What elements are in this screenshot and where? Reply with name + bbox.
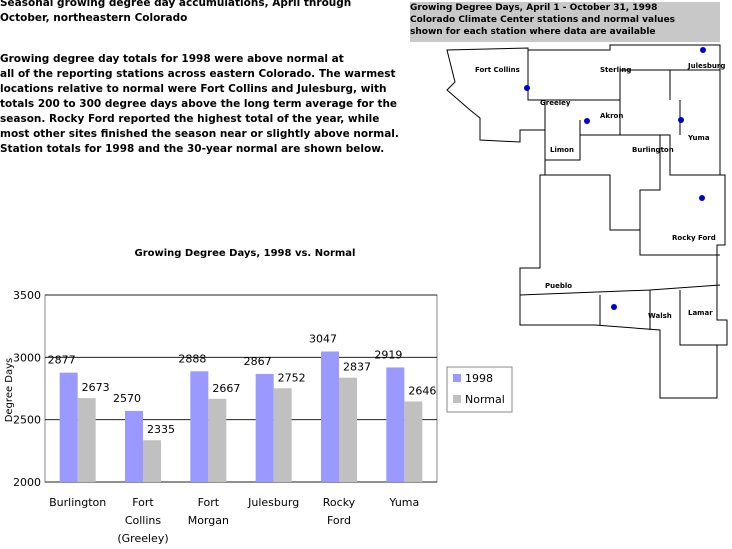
map-label: Julesburg	[687, 62, 725, 70]
y-tick-label: 3000	[13, 351, 41, 364]
x-tick-label: Rocky Ford	[323, 496, 356, 527]
map-label: Akron	[600, 112, 623, 120]
text-line: Station totals for 1998 and the 30-year …	[0, 143, 385, 155]
text-line: locations relative to normal were Fort C…	[0, 83, 387, 95]
y-tick-label: 2000	[13, 476, 41, 489]
y-tick-label: 2500	[13, 414, 41, 427]
x-tick-label: Fort Morgan	[188, 496, 229, 527]
value-label: 3047	[309, 332, 337, 345]
plot-area	[44, 294, 438, 483]
y-tick-label: 3500	[13, 289, 41, 302]
map-label: Burlington	[632, 146, 674, 154]
text-line: Seasonal growing degree day accumulation…	[0, 0, 352, 9]
map-label: Limon	[550, 146, 574, 154]
value-label: 2570	[113, 392, 141, 405]
value-label: 2335	[147, 423, 175, 436]
bar	[143, 440, 161, 482]
bar	[125, 410, 143, 482]
text-line: Growing Degree Days, April 1 - October 3…	[410, 3, 658, 13]
text-line: all of the reporting stations across eas…	[0, 68, 396, 80]
value-label: 2667	[212, 382, 240, 395]
map-header: Growing Degree Days, April 1 - October 3…	[410, 2, 720, 42]
bar	[386, 367, 405, 482]
bar	[404, 401, 423, 482]
text-line: shown for each station where data are av…	[410, 27, 656, 37]
map-label: Fort Collins	[475, 66, 520, 74]
map-label: Walsh	[648, 312, 672, 320]
legend-swatch	[453, 395, 461, 403]
map-label: Sterling	[600, 66, 631, 74]
value-label: 2919	[374, 348, 402, 361]
x-tick-label: Burlington	[49, 496, 106, 509]
chart-title: Growing Degree Days, 1998 vs. Normal	[135, 248, 356, 259]
bar	[339, 377, 357, 482]
value-label: 2867	[244, 355, 272, 368]
value-label: 2752	[278, 371, 306, 384]
text-line: Colorado Climate Center stations and nor…	[410, 15, 676, 25]
map-label: Lamar	[688, 309, 713, 317]
x-tick-label: Fort Collins (Greeley)	[117, 496, 168, 545]
text-line: season. Rocky Ford reported the highest …	[0, 113, 380, 125]
map-label: Pueblo	[545, 282, 572, 290]
y-axis-label: Degree Days	[4, 358, 15, 423]
paragraph: Growing degree day totals for 1998 were …	[0, 52, 399, 157]
value-label: 2673	[82, 381, 110, 394]
value-label: 2877	[48, 354, 76, 367]
value-label: 2646	[408, 384, 436, 397]
x-tick-label: Yuma	[388, 496, 419, 509]
bar	[273, 388, 292, 482]
text-line: Growing degree day totals for 1998 were …	[0, 53, 344, 65]
text-line: most other sites finished the season nea…	[0, 128, 399, 140]
bar	[208, 398, 227, 482]
map-label: Greeley	[540, 99, 571, 107]
value-label: 2837	[343, 361, 371, 374]
map-label: Rocky Ford	[672, 234, 716, 242]
text-line: October, northeastern Colorado	[0, 12, 188, 24]
legend-label: 1998	[465, 372, 493, 385]
header: Seasonal growing degree day accumulation…	[0, 0, 351, 26]
legend-label: Normal	[465, 393, 505, 406]
bar	[59, 372, 78, 482]
bar	[255, 373, 274, 482]
x-tick-label: Julesburg	[247, 496, 299, 509]
text-line: totals 200 to 300 degree days above the …	[0, 98, 398, 110]
map-label: Yuma	[687, 134, 710, 142]
bar	[321, 351, 339, 482]
bar	[77, 398, 96, 482]
legend-box	[446, 366, 513, 413]
value-label: 2888	[178, 352, 206, 365]
bar	[190, 371, 209, 482]
legend-swatch	[453, 374, 461, 382]
